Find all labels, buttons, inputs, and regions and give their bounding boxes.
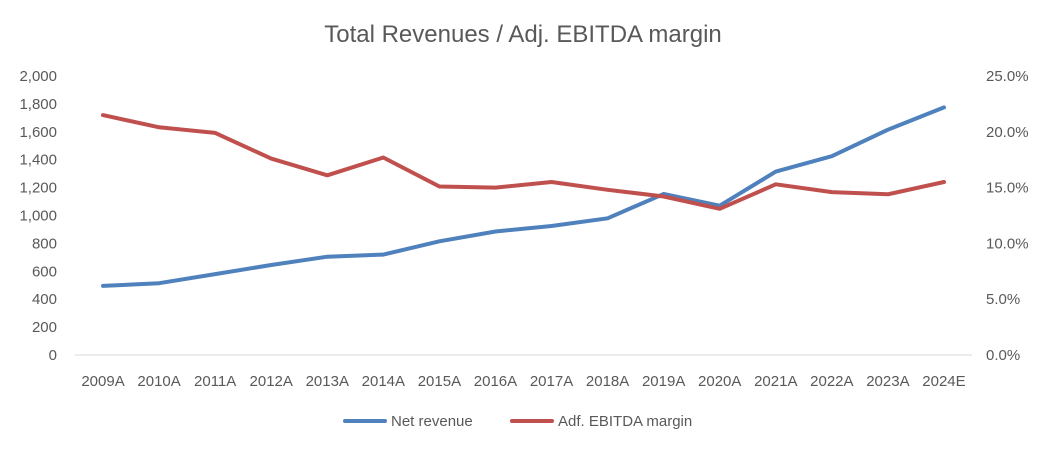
- y-left-tick-label: 1,800: [19, 96, 57, 113]
- x-tick-label: 2009A: [81, 373, 124, 390]
- legend: Net revenue Adf. EBITDA margin: [343, 413, 692, 430]
- legend-label-adf-ebitda-margin: Adf. EBITDA margin: [558, 413, 692, 430]
- y-right-tick-label: 0.0%: [986, 347, 1020, 364]
- x-tick-label: 2010A: [137, 373, 180, 390]
- y-left-tick-label: 1,400: [19, 152, 57, 169]
- y-right-tick-label: 10.0%: [986, 235, 1029, 252]
- chart-title: Total Revenues / Adj. EBITDA margin: [324, 21, 722, 48]
- series-line-net-revenue: [101, 105, 946, 288]
- x-tick-label: 2019A: [642, 373, 685, 390]
- y-right-tick-label: 25.0%: [986, 68, 1029, 85]
- x-tick-label: 2015A: [418, 373, 461, 390]
- y-left-tick-label: 1,000: [19, 208, 57, 225]
- x-tick-label: 2014A: [362, 373, 405, 390]
- series-layer: [101, 105, 946, 288]
- series-line-adf-ebitda-margin: [101, 113, 946, 211]
- y-left-tick-label: 400: [32, 291, 57, 308]
- axes: 0 200 400 600 800 1,000 1,200 1,400 1,600 1,800 2,…: [19, 68, 1028, 390]
- legend-label-net-revenue: Net revenue: [391, 413, 473, 430]
- y-right-tick-label: 20.0%: [986, 124, 1029, 141]
- y-left-tick-label: 600: [32, 263, 57, 280]
- y-left-tick-label: 0: [49, 347, 57, 364]
- x-tick-label: 2012A: [250, 373, 293, 390]
- x-tick-label: 2011A: [194, 373, 236, 390]
- y-right-tick-label: 15.0%: [986, 180, 1029, 197]
- y-left-tick-label: 800: [32, 235, 57, 252]
- y-right-tick-label: 5.0%: [986, 291, 1020, 308]
- x-tick-label: 2016A: [474, 373, 517, 390]
- x-tick-label: 2020A: [698, 373, 741, 390]
- y-left-tick-label: 1,600: [19, 124, 57, 141]
- x-tick-label: 2024E: [922, 373, 965, 390]
- x-tick-label: 2013A: [306, 373, 349, 390]
- x-tick-label: 2022A: [810, 373, 853, 390]
- y-left-tick-label: 1,200: [19, 180, 57, 197]
- x-tick-label: 2017A: [530, 373, 573, 390]
- y-left-tick-label: 200: [32, 319, 57, 336]
- x-tick-label: 2021A: [754, 373, 797, 390]
- x-tick-label: 2018A: [586, 373, 629, 390]
- y-left-tick-label: 2,000: [19, 68, 57, 85]
- x-tick-label: 2023A: [866, 373, 909, 390]
